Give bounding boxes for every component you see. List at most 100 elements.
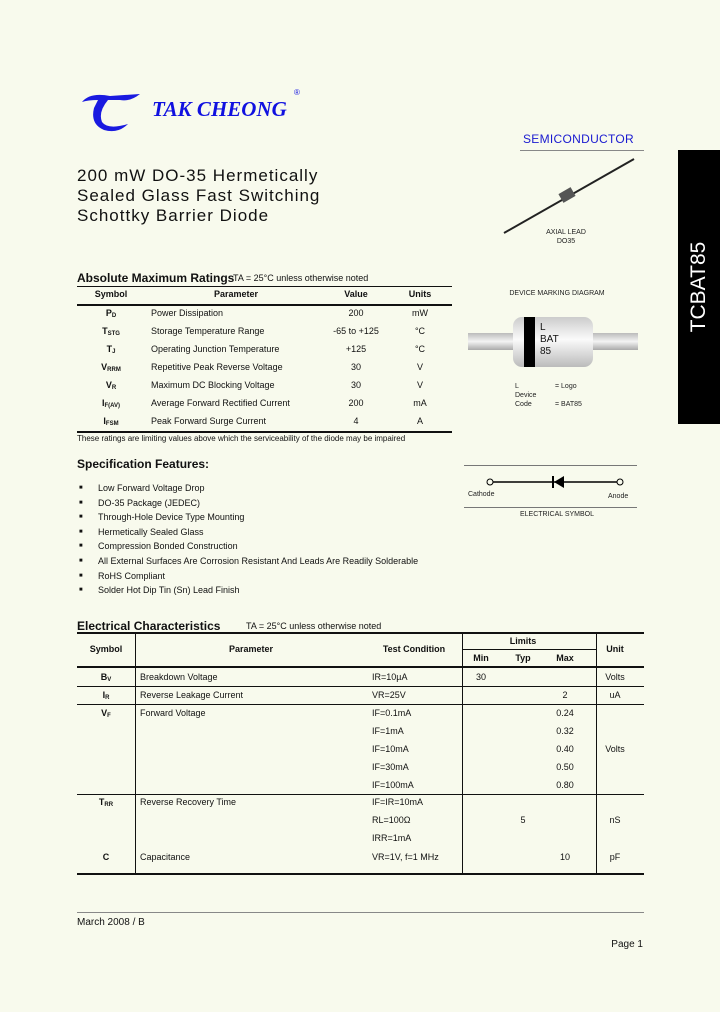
symbol-letter: P	[105, 308, 112, 318]
marking-title: DEVICE MARKING DIAGRAM	[509, 290, 605, 297]
package-label-line: AXIAL LEAD	[546, 229, 586, 236]
legend-value: = BAT85	[555, 401, 582, 408]
marking-line: BAT	[540, 334, 559, 345]
axial-diode-drawing-icon	[503, 158, 635, 234]
symbol-cell: VR	[106, 380, 116, 391]
symbol-letter: C	[102, 852, 110, 862]
max-cell: 0.40	[556, 744, 574, 754]
unit-cell: uA	[609, 690, 621, 700]
symbol-cell: IR	[103, 690, 110, 701]
test-condition-cell: IRR=1mA	[372, 833, 412, 843]
bullet-icon: ■	[79, 499, 83, 506]
title-line: Schottky Barrier Diode	[77, 206, 270, 225]
max-cell: 0.24	[556, 708, 574, 718]
symbol-subscript: F	[107, 713, 111, 719]
value-cell: 200	[348, 308, 364, 318]
max-cell: 0.50	[556, 762, 574, 772]
max-cell: 0.80	[556, 780, 574, 790]
unit-cell: V	[416, 362, 424, 372]
list-item: Through-Hole Device Type Mounting	[98, 512, 245, 523]
division-label: SEMICONDUCTOR	[523, 132, 635, 146]
cathode-label: Cathode	[468, 491, 495, 498]
symbol-caption: ELECTRICAL SYMBOL	[519, 511, 595, 518]
parameter-cell: Reverse Recovery Time	[140, 797, 237, 807]
test-condition-cell: RL=100Ω	[372, 815, 411, 825]
test-condition-cell: IF=30mA	[372, 762, 409, 772]
unit-cell: mA	[413, 398, 427, 408]
unit-cell: °C	[414, 326, 426, 336]
table-rule	[77, 431, 452, 433]
symbol-subscript: R	[111, 385, 117, 391]
symbol-cell: PD	[106, 308, 116, 319]
symbol-subscript: STG	[107, 331, 120, 337]
value-cell: 4	[353, 416, 359, 426]
symbol-letter: B	[100, 672, 108, 682]
unit-cell: nS	[609, 815, 621, 825]
list-item: All External Surfaces Are Corrosion Resi…	[98, 556, 419, 566]
table-rule	[77, 286, 452, 287]
tak-cheong-logo-icon	[82, 94, 140, 132]
page-number: Page 1	[611, 939, 643, 950]
bullet-icon: ■	[79, 528, 83, 535]
list-item: Compression Bonded Construction	[98, 541, 238, 552]
bullet-icon: ■	[79, 485, 83, 491]
symbol-letter: V	[105, 380, 112, 390]
table-rule	[77, 873, 644, 875]
electrical-heading: Electrical Characteristics	[77, 619, 221, 633]
symbol-letter: V	[101, 362, 108, 372]
max-cell: 0.32	[556, 726, 574, 736]
marking-text: L BAT 85	[540, 322, 559, 358]
part-number-tab: TCBAT85	[678, 150, 720, 424]
parameter-cell: Peak Forward Surge Current	[151, 416, 267, 426]
table-rule	[77, 304, 452, 306]
symbol-cell: VRRM	[101, 362, 121, 373]
legend-key: Device Code	[515, 392, 537, 408]
symbol-letter: T	[98, 797, 105, 807]
brand-name: TAK CHEONG	[152, 97, 287, 121]
parameter-cell: Breakdown Voltage	[140, 672, 218, 682]
table-rule	[77, 794, 644, 795]
symbol-cell: TRR	[99, 797, 113, 808]
column-header: Test Condition	[382, 644, 446, 654]
page-title: 200 mW DO-35 Hermetically Sealed Glass F…	[77, 166, 320, 226]
symbol-cell: C	[103, 852, 110, 863]
unit-cell: Volts	[605, 744, 625, 754]
value-cell: -65 to +125	[333, 326, 379, 336]
package-label-line: DO35	[556, 238, 576, 245]
footer-rule	[77, 912, 644, 913]
test-condition-cell: VR=1V, f=1 MHz	[372, 852, 439, 862]
unit-cell: Volts	[605, 672, 625, 682]
list-item: Solder Hot Dip Tin (Sn) Lead Finish	[98, 585, 240, 596]
column-header: Typ	[515, 653, 531, 663]
parameter-cell: Repetitive Peak Reverse Voltage	[151, 362, 283, 372]
symbol-subscript: F(AV)	[104, 403, 121, 409]
diode-symbol-icon	[486, 476, 624, 488]
symbol-rule	[464, 507, 637, 508]
value-cell: 30	[350, 362, 362, 372]
abs-max-footnote: These ratings are limiting values above …	[77, 434, 406, 443]
column-header: Parameter	[228, 644, 274, 654]
symbol-cell: IFSM	[103, 416, 118, 427]
table-rule	[77, 632, 644, 634]
symbol-cell: TSTG	[102, 326, 120, 337]
table-rule	[462, 649, 596, 650]
parameter-cell: Capacitance	[140, 852, 191, 862]
symbol-cell: IF(AV)	[102, 398, 120, 409]
title-line: 200 mW DO-35 Hermetically	[77, 166, 319, 185]
value-cell: +125	[345, 344, 367, 354]
parameter-cell: Storage Temperature Range	[151, 326, 265, 336]
column-header: Parameter	[213, 289, 259, 299]
table-rule	[135, 632, 136, 874]
symbol-subscript: J	[112, 349, 116, 355]
parameter-cell: Reverse Leakage Current	[140, 690, 244, 700]
parameter-cell: Forward Voltage	[140, 708, 206, 718]
features-heading: Specification Features:	[77, 457, 210, 471]
symbol-subscript: RR	[104, 802, 114, 808]
parameter-cell: Average Forward Rectified Current	[151, 398, 290, 408]
symbol-cell: TJ	[107, 344, 116, 355]
table-rule	[77, 666, 644, 668]
value-cell: 200	[348, 398, 364, 408]
cathode-band	[524, 317, 535, 367]
package-label: AXIAL LEAD DO35	[546, 228, 586, 246]
bullet-icon: ■	[79, 558, 83, 564]
